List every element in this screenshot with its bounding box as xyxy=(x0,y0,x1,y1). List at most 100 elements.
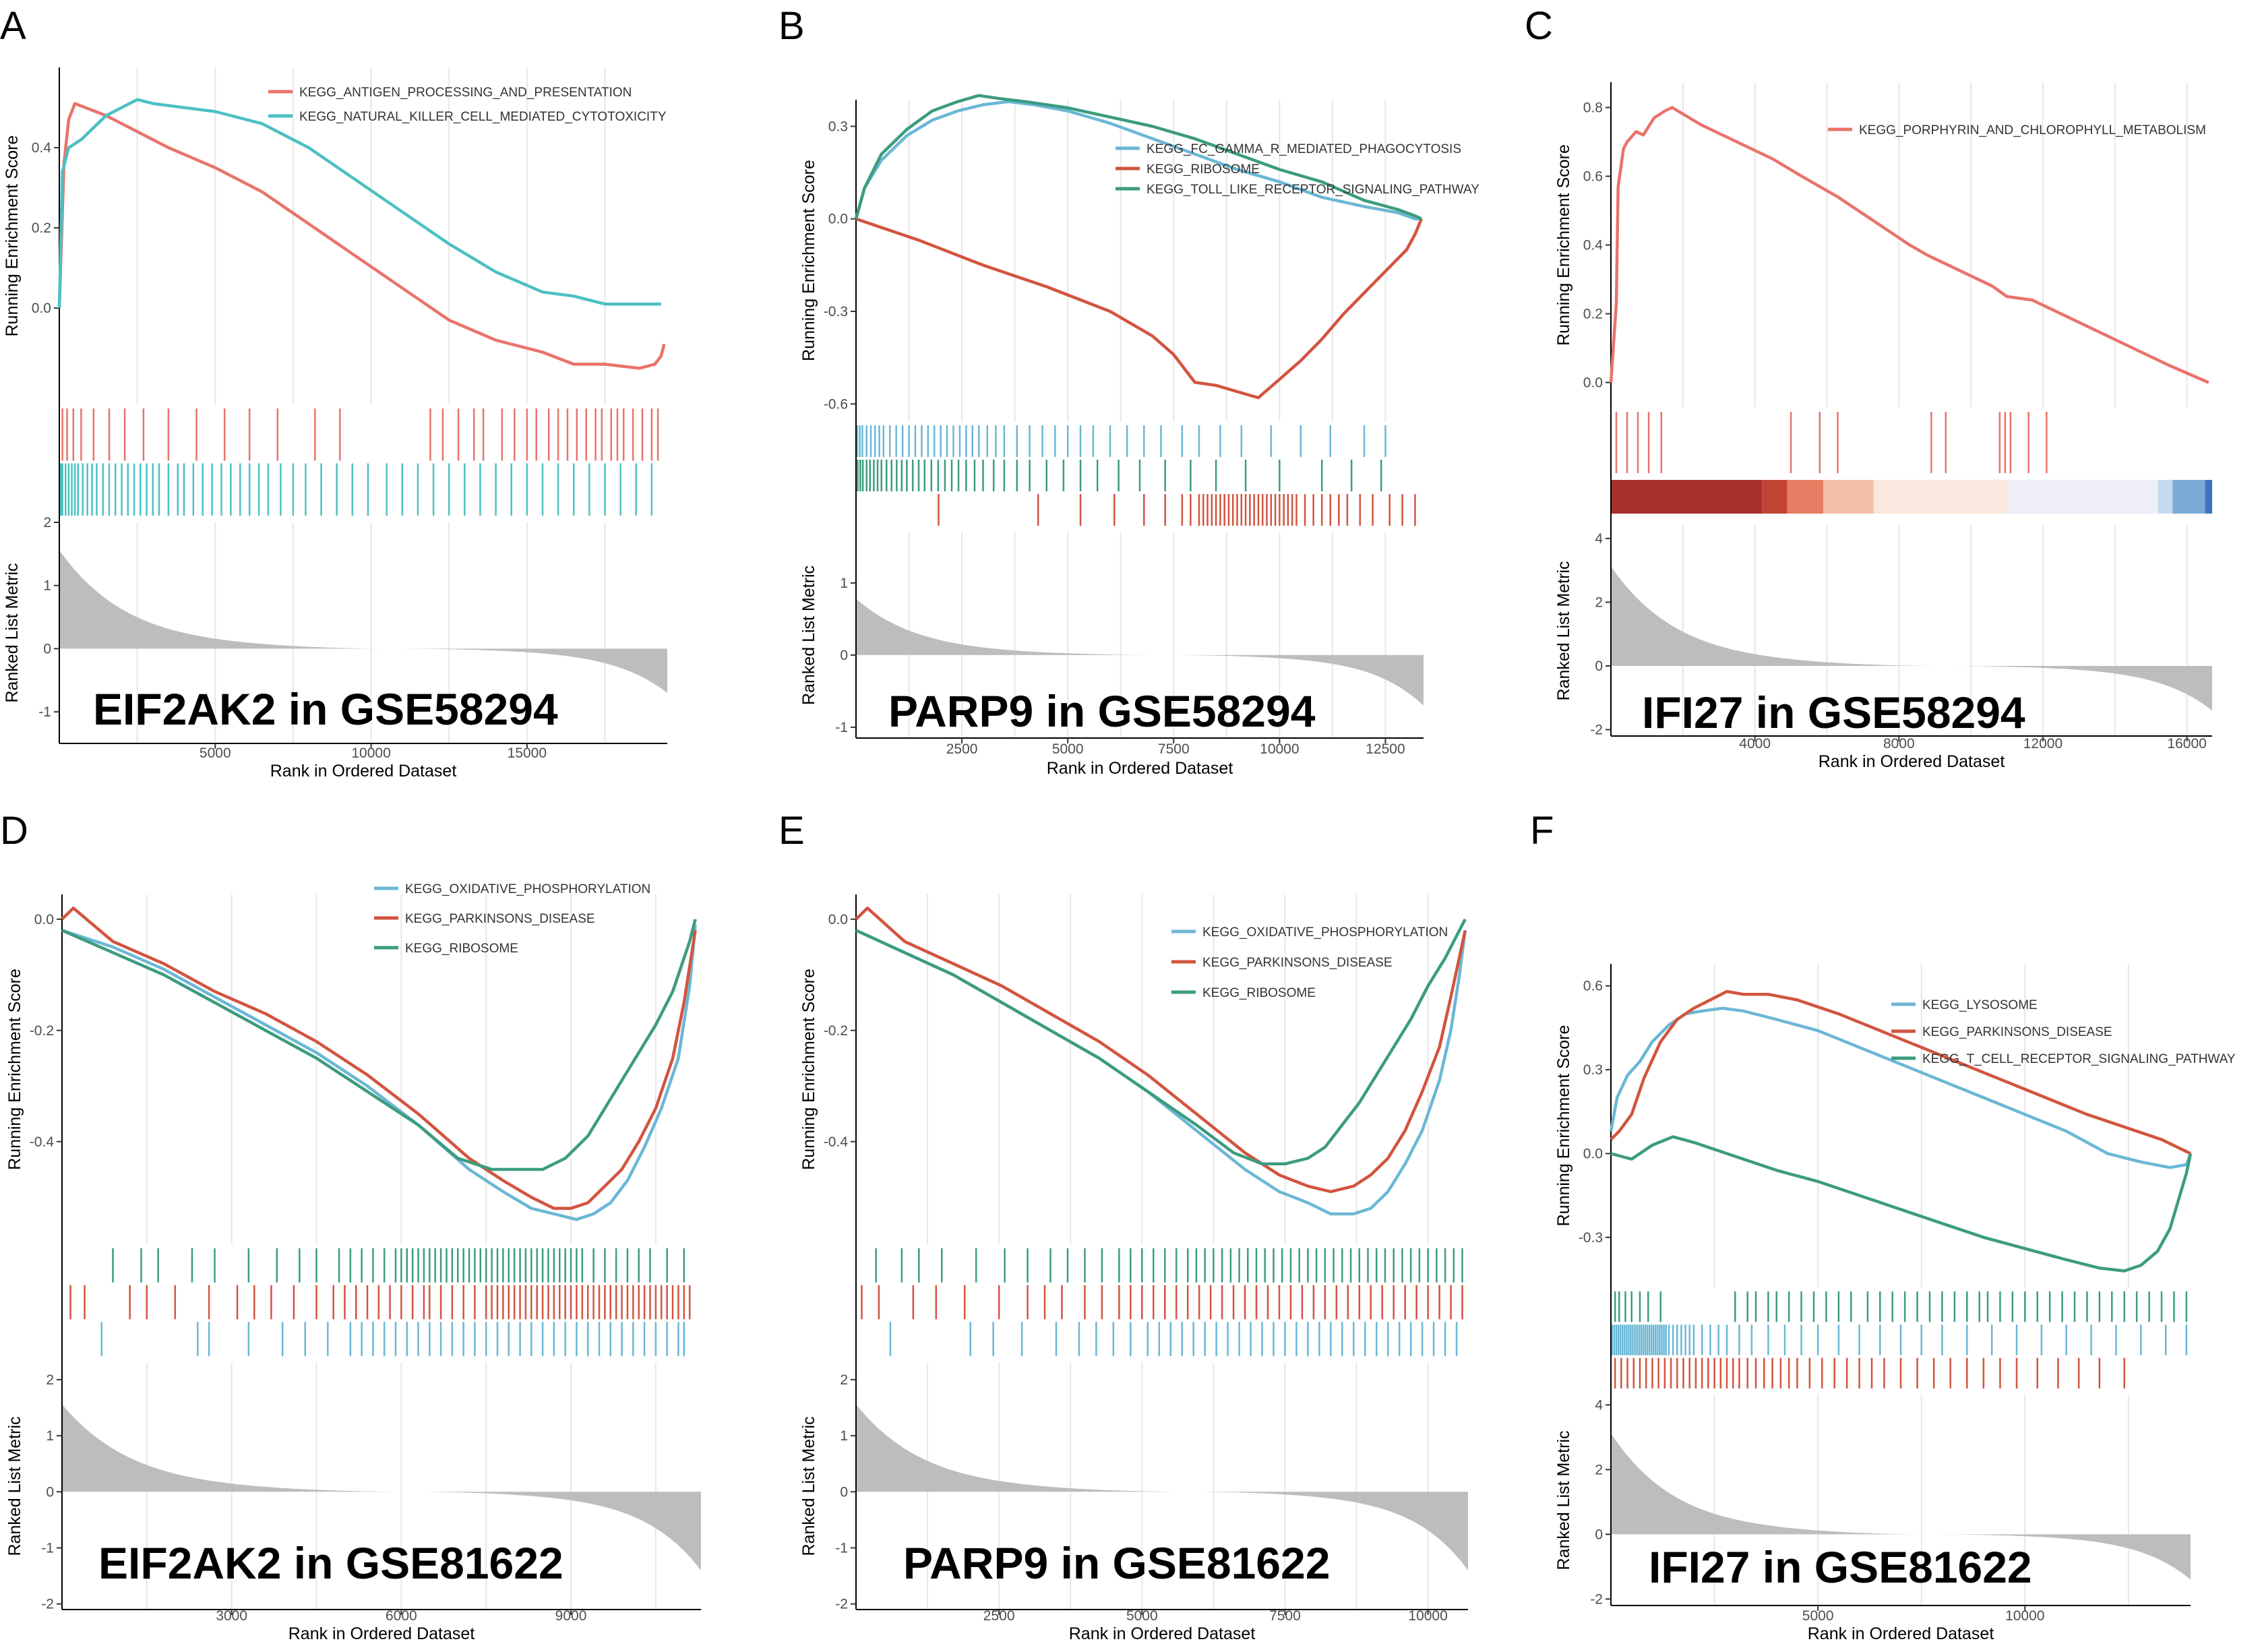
rank-tick-label: 0 xyxy=(840,1484,848,1500)
x-axis-title: Rank in Ordered Dataset xyxy=(288,1624,475,1643)
legend-label: KEGG_TOLL_LIKE_RECEPTOR_SIGNALING_PATHWA… xyxy=(1147,183,1479,197)
es-tick-label: 0.3 xyxy=(1583,1062,1603,1078)
rank-tick-label: -2 xyxy=(1590,723,1603,738)
legend-label: KEGG_LYSOSOME xyxy=(1922,998,2038,1012)
x-axis-title: Rank in Ordered Dataset xyxy=(270,762,457,781)
panel-letter: E xyxy=(778,809,805,853)
es-y-axis-title: Running Enrichment Score xyxy=(1554,1025,1573,1227)
panel-letter: A xyxy=(0,4,26,48)
es-tick-label: 0.0 xyxy=(828,912,848,927)
legend-label: KEGG_NATURAL_KILLER_CELL_MEDIATED_CYTOTO… xyxy=(299,110,667,124)
panel-title-label: IFI27 in GSE58294 xyxy=(1642,687,2025,737)
es-curve-1 xyxy=(1609,106,2209,384)
es-y-axis-title: Running Enrichment Score xyxy=(1554,144,1573,346)
rank-tick-label: 2 xyxy=(43,515,51,530)
panel-letter: C xyxy=(1525,4,1553,48)
legend-label: KEGG_OXIDATIVE_PHOSPHORYLATION xyxy=(405,882,650,896)
rank-tick-label: -1 xyxy=(835,720,848,735)
x-tick-label: 15000 xyxy=(508,745,547,761)
panel-e: E -0.4 -0.2 0.0 Running Enrichment Score KEGG… xyxy=(778,809,1468,1643)
rank-y-axis-title: Ranked List Metric xyxy=(1554,1430,1573,1570)
es-tick-label: 0.0 xyxy=(828,212,848,227)
rank-metric-positive-area xyxy=(62,1404,701,1492)
rank-metric-positive-area xyxy=(856,1404,1468,1492)
legend-label: KEGG_PARKINSONS_DISEASE xyxy=(405,912,595,926)
rank-metric-positive-area xyxy=(1611,566,2212,666)
es-y-axis-title: Running Enrichment Score xyxy=(5,969,24,1170)
rank-y-axis-title: Ranked List Metric xyxy=(5,1416,24,1556)
x-tick-label: 6000 xyxy=(386,1608,417,1624)
rank-metric-negative-area xyxy=(1611,666,2212,711)
panel-b: B -0.6 -0.3 0.0 0.3 Running Enrichment Score K… xyxy=(778,4,1479,778)
legend-label: KEGG_RIBOSOME xyxy=(1147,162,1260,177)
rank-tick-label: 2 xyxy=(1595,594,1603,610)
panel-f: F -0.3 0.0 0.3 0.6 Running Enrichment Score KE… xyxy=(1530,809,2236,1643)
x-axis-title: Rank in Ordered Dataset xyxy=(1047,759,1233,778)
legend-label: KEGG_PORPHYRIN_AND_CHLOROPHYLL_METABOLIS… xyxy=(1859,123,2206,137)
es-curve-2 xyxy=(61,907,697,1211)
rank-tick-label: 1 xyxy=(43,578,51,594)
es-curve-1 xyxy=(1609,1006,2193,1169)
es-tick-label: 0.3 xyxy=(828,119,848,134)
es-curve-3 xyxy=(61,919,697,1171)
es-curve-2 xyxy=(855,907,1467,1194)
x-tick-label: 7500 xyxy=(1269,1608,1301,1624)
rank-tick-label: 0 xyxy=(43,641,51,656)
rank-tick-label: 0 xyxy=(1595,659,1603,674)
panel-letter: F xyxy=(1530,809,1554,853)
rank-tick-label: 1 xyxy=(840,576,848,591)
x-tick-label: 5000 xyxy=(1126,1608,1158,1624)
rank-color-segment xyxy=(2158,480,2173,514)
rank-color-segment xyxy=(1611,480,1763,514)
panel-a: A 0.0 0.2 0.4 Running Enrichment Score KEGG_A… xyxy=(0,4,667,781)
rank-color-segment xyxy=(2007,480,2158,514)
legend-label: KEGG_OXIDATIVE_PHOSPHORYLATION xyxy=(1202,925,1448,940)
rank-metric-positive-area xyxy=(1611,1433,2191,1535)
rank-tick-label: -2 xyxy=(41,1597,54,1612)
es-curve-3 xyxy=(855,918,1467,1166)
es-tick-label: -0.2 xyxy=(30,1023,54,1039)
rank-tick-label: 2 xyxy=(840,1372,848,1388)
x-tick-label: 10000 xyxy=(1260,741,1299,757)
es-curve-2 xyxy=(855,217,1423,400)
rank-metric-positive-area xyxy=(59,550,667,649)
x-tick-label: 2500 xyxy=(983,1608,1015,1624)
x-axis-title: Rank in Ordered Dataset xyxy=(1808,1624,1994,1643)
panel-c: C 0.0 0.2 0.4 0.6 0.8 Running Enrichment Score… xyxy=(1525,4,2212,771)
x-axis-title: Rank in Ordered Dataset xyxy=(1069,1624,1256,1643)
es-tick-label: 0.6 xyxy=(1583,169,1603,185)
es-curve-1 xyxy=(61,924,697,1221)
legend-label: KEGG_T_CELL_RECEPTOR_SIGNALING_PATHWAY xyxy=(1922,1052,2236,1066)
panel-title-label: EIF2AK2 in GSE81622 xyxy=(98,1538,563,1588)
rank-y-axis-title: Ranked List Metric xyxy=(3,563,22,702)
es-tick-label: -0.4 xyxy=(30,1134,55,1150)
es-tick-label: 0.2 xyxy=(32,220,51,236)
rank-color-segment xyxy=(1787,480,1824,514)
es-tick-label: 0.4 xyxy=(1583,238,1604,253)
rank-tick-label: 4 xyxy=(1595,1397,1603,1413)
x-tick-label: 16000 xyxy=(2167,736,2206,752)
es-tick-label: 0.0 xyxy=(34,912,54,927)
es-curve-2 xyxy=(1610,989,2191,1155)
es-curve-2 xyxy=(57,98,661,309)
legend-label: KEGG_RIBOSOME xyxy=(405,942,518,956)
legend-label: KEGG_FC_GAMMA_R_MEDIATED_PHAGOCYTOSIS xyxy=(1147,142,1461,156)
es-curve-1 xyxy=(57,102,666,370)
panel-title-label: EIF2AK2 in GSE58294 xyxy=(93,684,558,734)
x-tick-label: 7500 xyxy=(1158,741,1190,757)
es-tick-label: -0.4 xyxy=(824,1134,849,1150)
rank-metric-negative-area xyxy=(856,654,1424,706)
panel-title-label: PARP9 in GSE58294 xyxy=(888,686,1316,736)
panel-title-label: IFI27 in GSE81622 xyxy=(1649,1542,2032,1592)
x-axis-title: Rank in Ordered Dataset xyxy=(1819,752,2005,771)
rank-tick-label: 1 xyxy=(840,1428,848,1444)
rank-tick-label: 1 xyxy=(46,1428,54,1444)
x-tick-label: 10000 xyxy=(2005,1608,2044,1624)
rank-tick-label: 2 xyxy=(1595,1462,1603,1477)
es-tick-label: -0.3 xyxy=(1579,1230,1603,1246)
rank-metric-negative-area xyxy=(856,1492,1468,1570)
legend-label: KEGG_RIBOSOME xyxy=(1202,986,1316,1000)
panel-title-label: PARP9 in GSE81622 xyxy=(903,1538,1330,1588)
x-tick-label: 8000 xyxy=(1883,736,1915,752)
